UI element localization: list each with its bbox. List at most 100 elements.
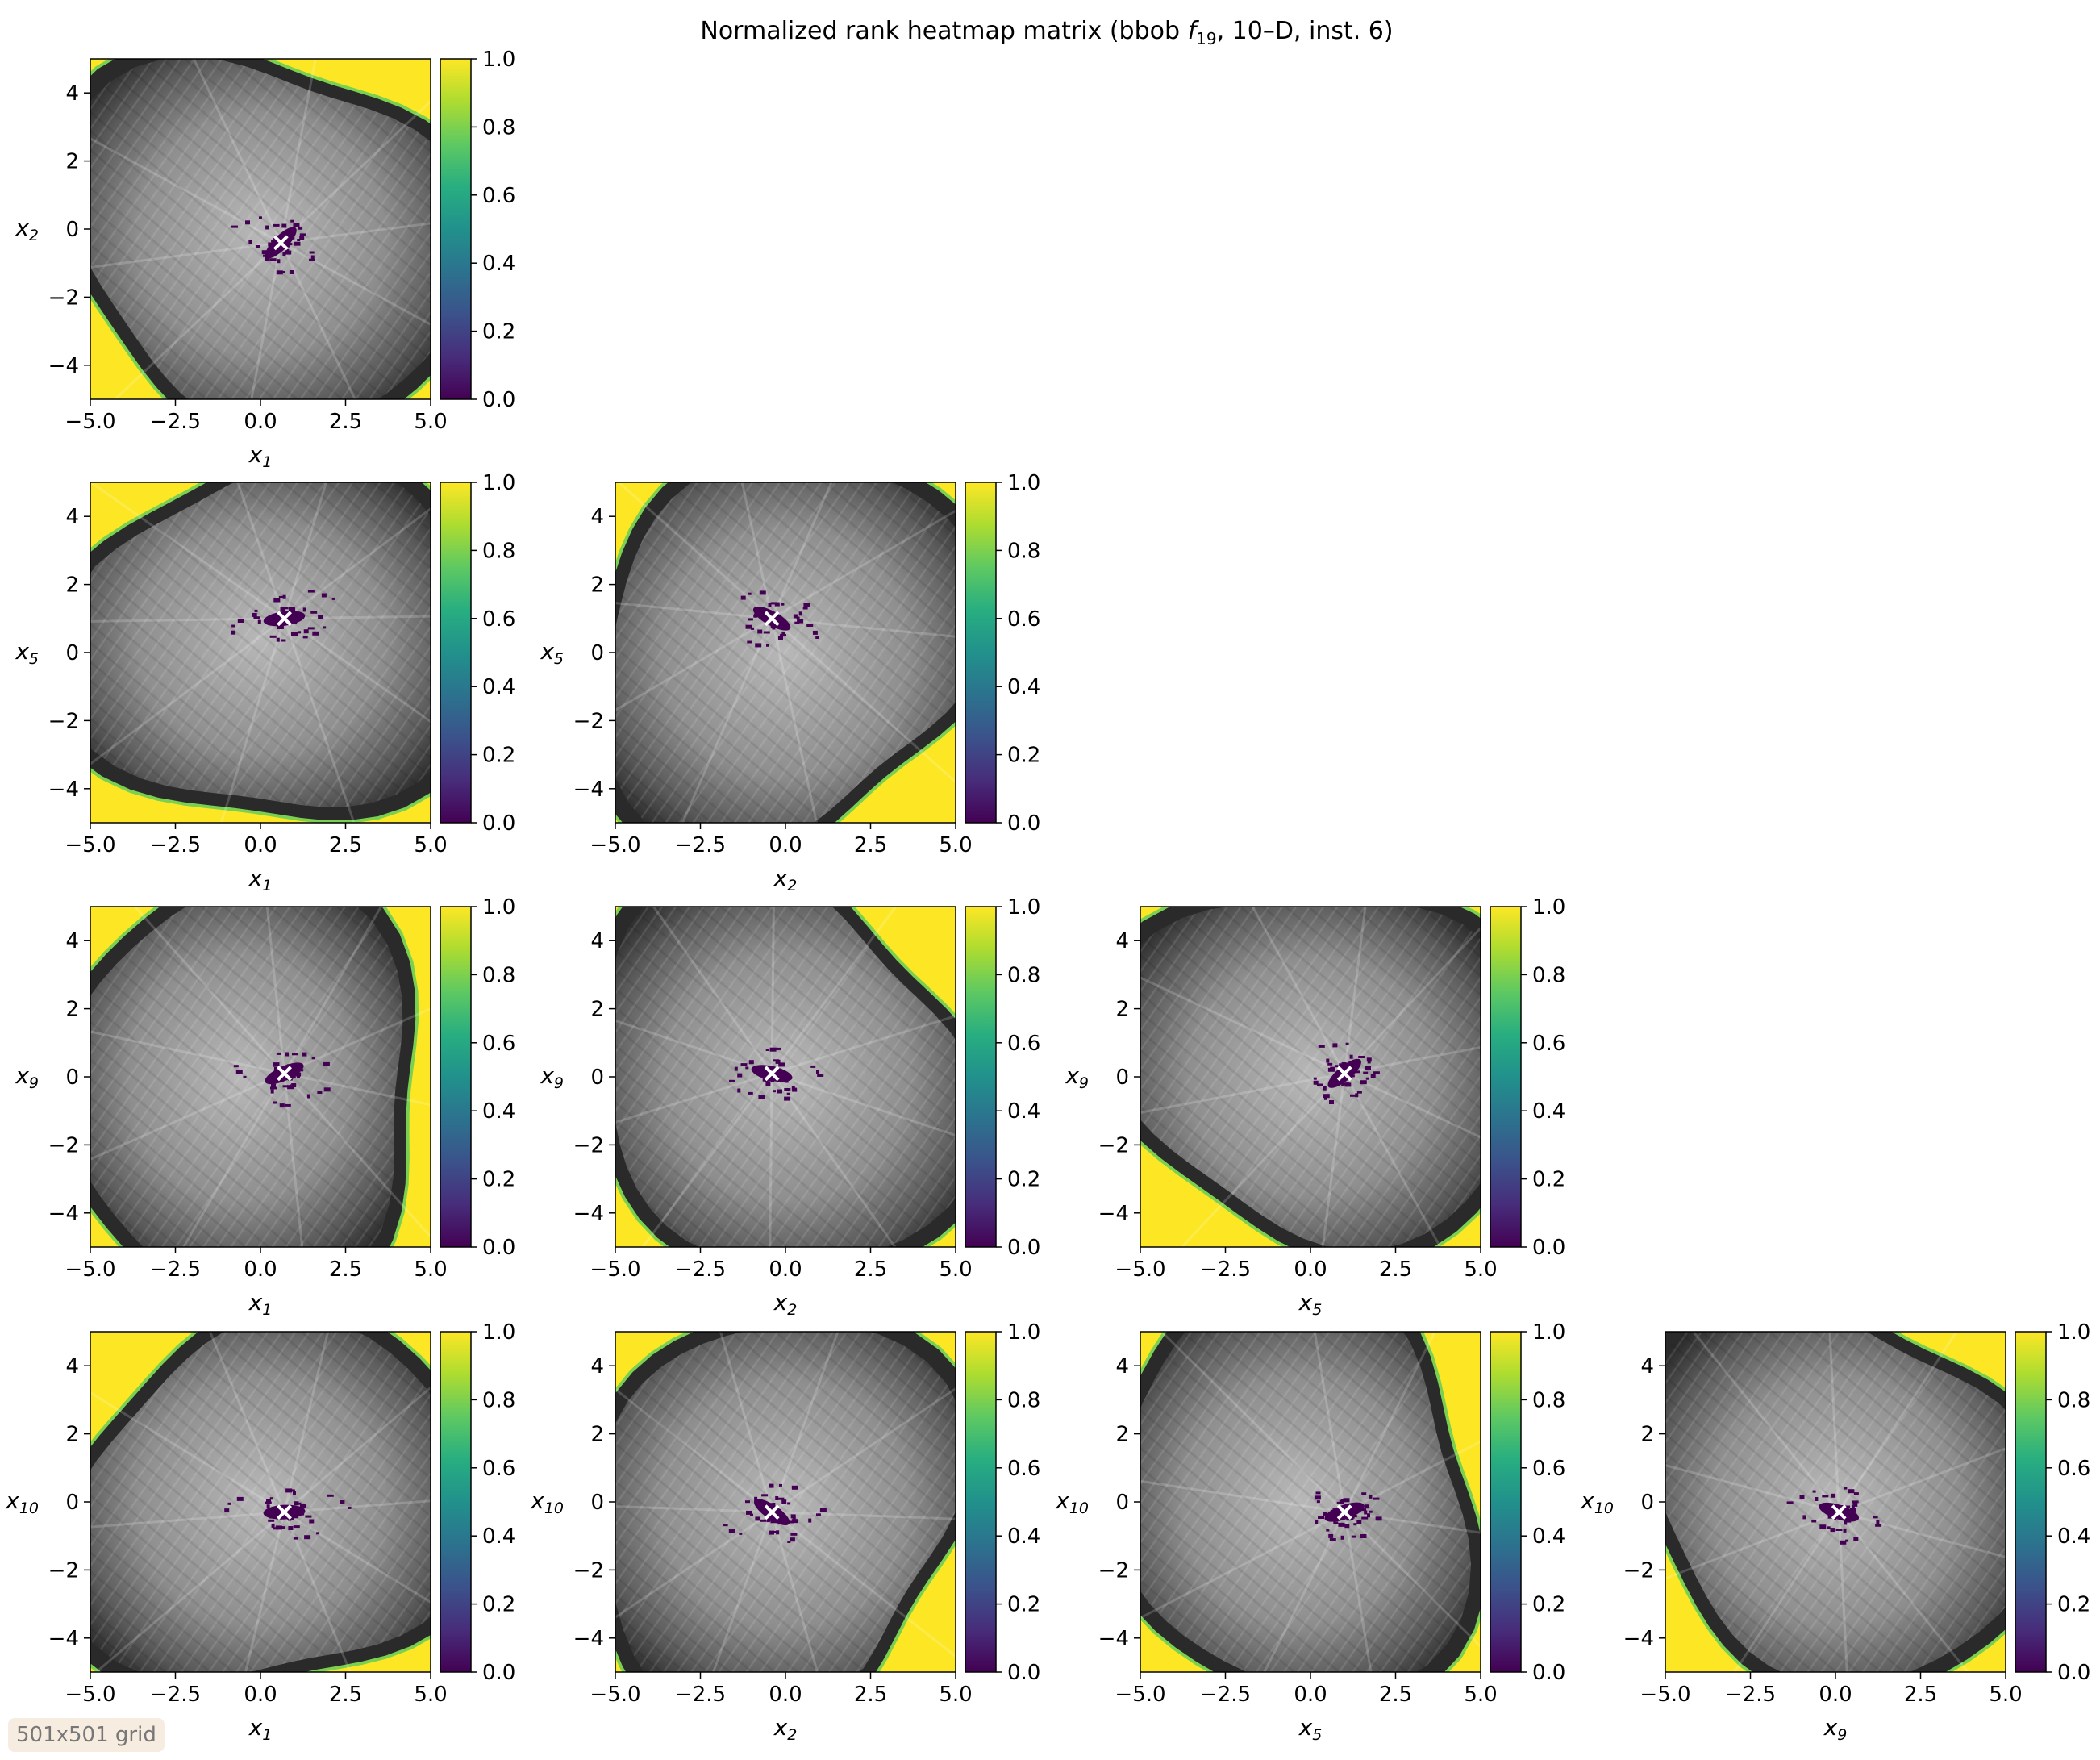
low-rank-cell: [327, 1494, 334, 1497]
low-rank-cell: [819, 1508, 827, 1512]
low-rank-cell: [1326, 1529, 1330, 1532]
low-rank-cell: [233, 1065, 239, 1068]
low-rank-cell: [1351, 1535, 1356, 1538]
low-rank-cell: [1326, 1058, 1330, 1063]
low-rank-cell: [790, 1533, 798, 1536]
y-tick-label: 2: [1115, 1423, 1129, 1447]
x-tick-label: −2.5: [150, 1257, 201, 1282]
low-rank-cell: [745, 1066, 749, 1070]
heatmap-image: [90, 482, 431, 823]
y-axis-label: x10: [1055, 1487, 1089, 1517]
colorbar-tick-label: 1.0: [1532, 1320, 1565, 1345]
low-rank-cell: [298, 631, 302, 634]
low-rank-cell: [331, 597, 335, 600]
y-tick-label: −2: [573, 1133, 604, 1157]
low-rank-cell: [791, 1519, 798, 1524]
low-rank-cell: [1324, 1097, 1327, 1100]
optimum-marker-stroke: [764, 1066, 780, 1082]
low-rank-cell: [294, 241, 301, 246]
low-rank-cell: [737, 1088, 741, 1093]
low-rank-cell: [746, 1510, 752, 1515]
heatmap-streak: [133, 907, 285, 1074]
low-rank-cell: [781, 603, 785, 606]
heatmap-streak: [280, 241, 431, 327]
low-rank-cell: [740, 1063, 748, 1066]
heatmap-streak: [94, 1511, 285, 1672]
colorbar-tick-label: 0.4: [2057, 1524, 2090, 1549]
low-rank-cell: [1356, 1520, 1362, 1524]
heatmap-ripple-texture: [1140, 907, 1481, 1247]
low-rank-cell: [306, 1094, 310, 1099]
heatmap-streak: [1140, 976, 1345, 1075]
low-rank-cell: [1843, 1528, 1847, 1533]
low-rank-cell: [778, 636, 783, 640]
x-tick-label: −2.5: [675, 1257, 726, 1282]
low-rank-cell: [765, 1079, 769, 1082]
low-rank-cell: [1343, 1498, 1350, 1503]
heatmap-streak: [771, 1387, 956, 1513]
heatmap-streak: [770, 907, 775, 1074]
low-rank-cell: [1363, 1071, 1369, 1074]
x-tick-label: −5.0: [590, 1683, 640, 1707]
low-rank-cell: [288, 1526, 294, 1530]
heatmap-ripple-texture: [90, 907, 403, 1247]
low-rank-cell: [282, 594, 286, 599]
low-rank-cluster: [233, 1052, 331, 1108]
low-rank-cell: [254, 609, 258, 612]
colorbar: [1490, 906, 1522, 1248]
low-rank-cell: [765, 1082, 771, 1086]
colorbar-tick-label: 0.2: [1532, 1593, 1565, 1617]
low-rank-cell: [1848, 1489, 1855, 1494]
colorbar-tick-label: 0.2: [482, 744, 515, 768]
x-tick-label: 0.0: [1819, 1683, 1852, 1707]
low-rank-cell: [284, 1103, 291, 1107]
low-rank-cell: [775, 1059, 781, 1064]
heatmap-streak: [284, 1499, 431, 1514]
low-rank-cell: [817, 1074, 824, 1077]
heatmap-streak: [1140, 1072, 1345, 1114]
low-rank-cell: [806, 624, 814, 627]
heatmap-image: [1140, 1332, 1481, 1672]
low-rank-cell: [1315, 1520, 1319, 1524]
heatmap-image: [615, 907, 956, 1247]
heatmap-streak: [283, 617, 431, 724]
low-rank-cell: [281, 639, 286, 642]
low-rank-cell: [1849, 1508, 1856, 1512]
optimum-marker-stroke: [1831, 1504, 1847, 1520]
low-rank-cell: [296, 1072, 302, 1077]
colorbar-tick-label: 1.0: [1532, 895, 1565, 920]
x-axis-label: x1: [248, 1714, 273, 1744]
x-tick-label: 5.0: [1464, 1683, 1497, 1707]
heatmap-streak: [771, 617, 956, 638]
low-rank-cell: [231, 624, 235, 628]
low-rank-cell: [1873, 1516, 1878, 1519]
low-rank-cell: [1316, 1500, 1320, 1504]
heatmap-streak: [615, 1072, 773, 1124]
colorbar-tick-label: 0.0: [1532, 1661, 1565, 1685]
heatmap-streak: [1691, 1332, 1840, 1513]
x-tick-label: −2.5: [150, 833, 201, 857]
low-rank-cell: [1835, 1529, 1843, 1531]
heatmap-streak: [284, 1072, 431, 1107]
colorbar-tick-label: 1.0: [1007, 895, 1040, 920]
low-rank-cell: [266, 1499, 271, 1504]
low-rank-cell: [1852, 1502, 1858, 1507]
low-rank-cell: [784, 1088, 791, 1091]
low-rank-cell: [1365, 1066, 1371, 1070]
heatmap-streak: [219, 618, 285, 823]
x-tick-label: −2.5: [1725, 1683, 1776, 1707]
low-rank-cell: [802, 607, 808, 610]
low-rank-cell: [287, 1085, 294, 1090]
low-rank-cell: [1369, 1510, 1373, 1513]
colorbar-tick-label: 0.4: [482, 675, 515, 699]
x-axis-label: x9: [1823, 1714, 1848, 1744]
y-tick-label: −4: [48, 354, 79, 378]
x-axis-label: x1: [248, 441, 273, 471]
panel-grid: −5.0 −2.5 0.0 2.5 5.0 −4 −2 0 2 4 x1 x2 0.0 0.2 0.4 0.6…: [5, 48, 2090, 1744]
low-rank-cell: [285, 250, 292, 255]
panel-5-vs-9: −5.0 −2.5 0.0 2.5 5.0 −4 −2 0 2 4 x5 x9 0.0 0.2 0.4 0.6…: [1065, 895, 1565, 1319]
low-rank-cell: [1875, 1524, 1882, 1527]
low-rank-cell: [273, 1064, 277, 1067]
low-rank-cell: [1811, 1520, 1817, 1523]
colorbar-tick-label: 0.4: [482, 1099, 515, 1124]
